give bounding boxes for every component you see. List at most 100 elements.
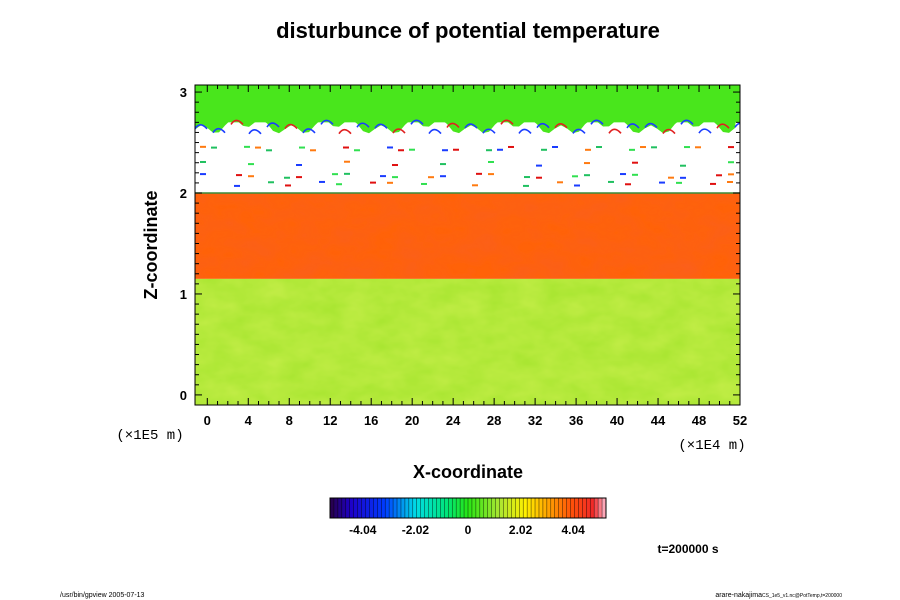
y-tick-label: 2	[180, 186, 187, 201]
fringe-stroke	[536, 122, 550, 129]
colorbar-cell	[345, 498, 351, 518]
x-tick-label: 4	[245, 413, 253, 428]
fringe-stroke	[482, 128, 496, 134]
colorbar-cell	[397, 498, 402, 518]
streak	[625, 183, 631, 186]
streak	[440, 175, 446, 178]
colorbar-cell	[385, 498, 390, 518]
streak	[608, 180, 614, 183]
colorbar-cell	[554, 498, 559, 518]
streak	[536, 176, 542, 179]
x-axis-unit: (×1E4 m)	[678, 438, 745, 454]
streak	[584, 174, 590, 177]
colorbar-cell	[495, 498, 500, 518]
x-tick-label: 28	[487, 413, 501, 428]
streak	[284, 176, 290, 179]
streak	[486, 149, 492, 152]
colorbar-cell	[416, 498, 421, 518]
streak	[319, 180, 325, 183]
colorbar-cell	[436, 498, 441, 518]
colorbar-cell	[456, 498, 461, 518]
streak	[285, 184, 291, 187]
streak	[629, 148, 635, 151]
fringe-stroke	[428, 128, 442, 135]
streak	[684, 146, 690, 149]
colorbar: -4.04 -2.02 0 2.02 4.04	[329, 497, 607, 537]
streak	[632, 173, 638, 176]
colorbar-cell	[448, 498, 453, 518]
fringe-stroke	[230, 119, 244, 125]
streak	[354, 149, 360, 152]
streak	[536, 164, 542, 167]
colorbar-cell	[546, 498, 552, 518]
colorbar-tick-label: -2.02	[402, 523, 430, 537]
fringe-stroke	[356, 122, 370, 128]
fringe-stroke	[518, 128, 532, 134]
fringe-stroke	[266, 122, 280, 128]
streak	[497, 148, 503, 151]
heatmap-layer	[195, 122, 740, 194]
colorbar-cell	[471, 498, 477, 518]
streak	[572, 175, 578, 178]
footer-right-main: arare-nakajima	[715, 592, 762, 599]
streak	[585, 148, 591, 151]
colorbar-cell	[341, 498, 347, 518]
streak	[472, 184, 478, 187]
x-tick-label: 36	[569, 413, 583, 428]
colorbar-cell	[373, 498, 378, 518]
colorbar-cell	[408, 498, 414, 518]
fringe-stroke	[644, 122, 658, 129]
streak	[211, 146, 217, 149]
colorbar-tick-label: -4.04	[349, 523, 377, 537]
streak	[248, 175, 254, 178]
y-axis-label: Z-coordinate	[141, 190, 161, 299]
streak	[659, 181, 665, 184]
colorbar-cell	[353, 498, 358, 518]
colorbar-cell	[475, 498, 481, 518]
chart-title: disturbunce of potential temperature	[276, 18, 660, 43]
streak	[632, 161, 638, 164]
colorbar-cell	[542, 498, 548, 518]
colorbar-cell	[369, 498, 374, 518]
colorbar-cell	[330, 498, 335, 518]
fringe-stroke	[554, 123, 568, 129]
x-tick-label: 40	[610, 413, 624, 428]
colorbar-cell	[558, 498, 563, 518]
streak	[421, 182, 427, 185]
streak	[596, 146, 602, 149]
colorbar-cell	[578, 498, 583, 518]
colorbar-cell	[460, 498, 465, 518]
colorbar-tick-label: 2.02	[509, 523, 533, 537]
streak	[453, 148, 459, 151]
colorbar-cell	[483, 498, 489, 518]
colorbar-cell	[337, 498, 343, 518]
fringe-stroke	[446, 122, 460, 129]
colorbar-cell	[582, 498, 587, 518]
streak	[440, 163, 446, 166]
streak	[676, 181, 682, 184]
colorbar-cell	[428, 498, 433, 518]
fringe-stroke	[392, 128, 406, 134]
colorbar-cell	[389, 498, 394, 518]
colorbar-cell	[594, 498, 599, 518]
streak	[488, 173, 494, 176]
x-tick-label: 32	[528, 413, 542, 428]
fringe-stroke	[734, 122, 740, 128]
colorbar-cell	[412, 498, 418, 518]
streak	[541, 148, 547, 151]
streak	[236, 174, 242, 177]
x-tick-label: 44	[651, 413, 666, 428]
colorbar-cell	[538, 498, 544, 518]
streak	[343, 146, 349, 149]
colorbar-cell	[491, 498, 496, 518]
colorbar-cell	[598, 498, 603, 518]
fringe-stroke	[410, 119, 424, 125]
streak	[398, 149, 404, 152]
fringe-stroke	[590, 119, 604, 125]
colorbar-cell	[333, 498, 339, 518]
streak	[248, 163, 254, 166]
x-axis-label: X-coordinate	[413, 462, 523, 482]
streak	[344, 160, 350, 163]
upper-fringe	[195, 85, 740, 134]
colorbar-cell	[393, 498, 398, 518]
